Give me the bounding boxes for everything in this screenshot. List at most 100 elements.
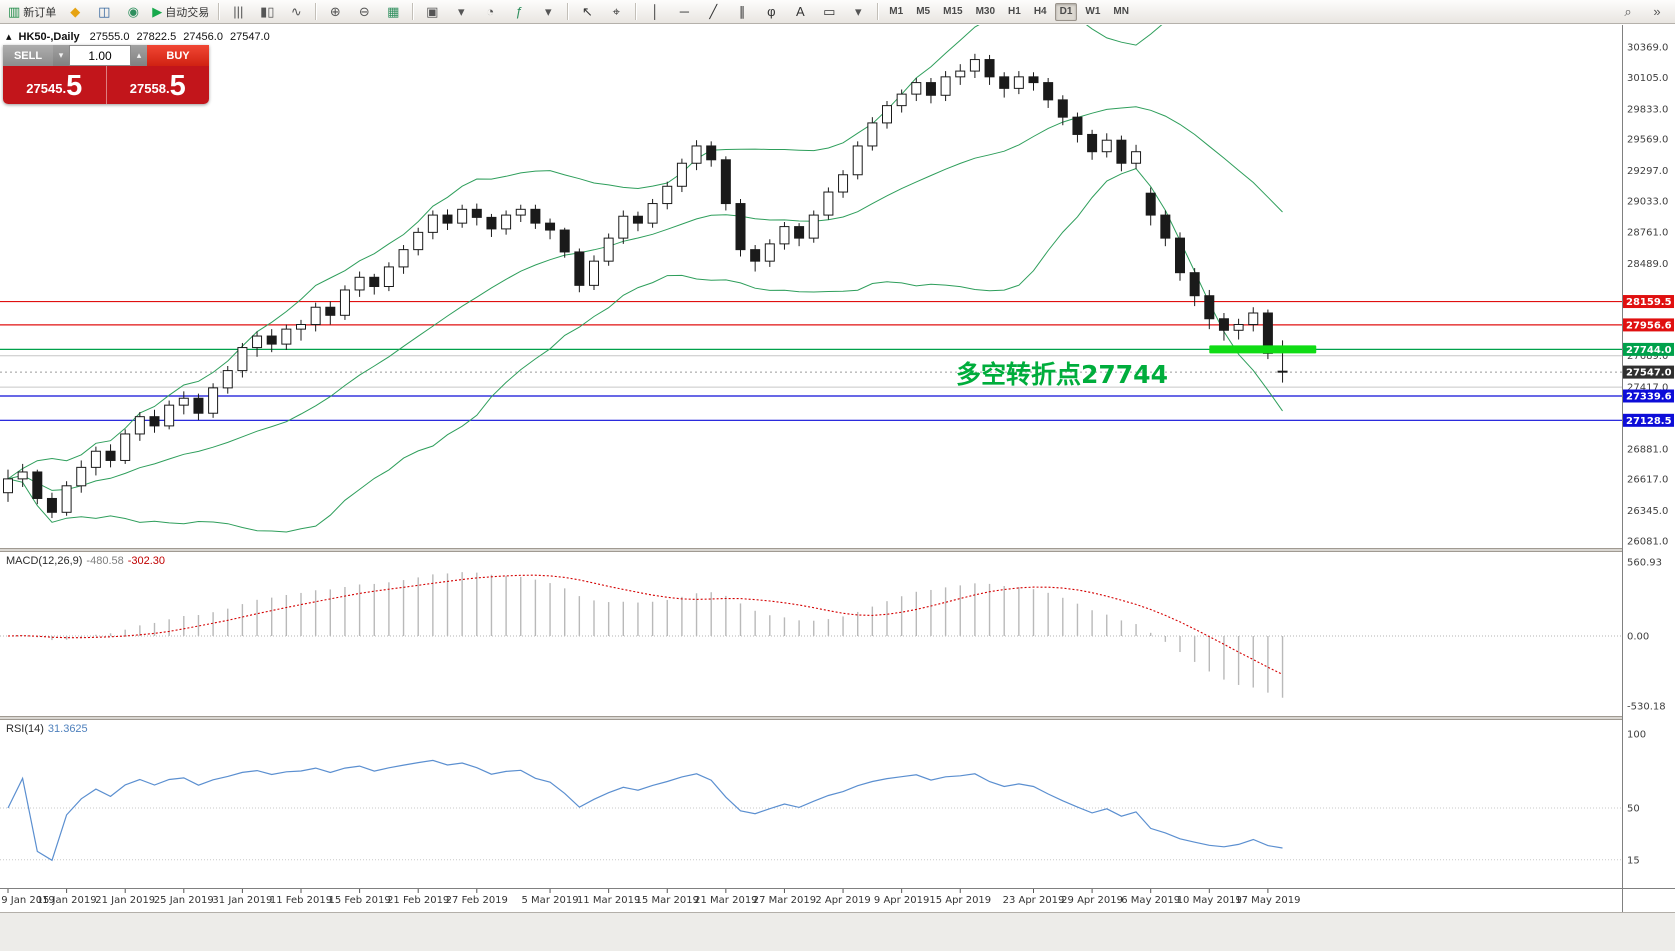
symbol-info-bar: ▴ HK50-,Daily 27555.0 27822.5 27456.0 27547.0 (6, 30, 277, 43)
timeframe-w1-button[interactable]: W1 (1085, 6, 1101, 17)
buy-price[interactable]: 27558. 5 (105, 66, 210, 104)
horizontal-line-icon[interactable]: ─ (670, 1, 698, 23)
toolbar-overflow-icon[interactable]: » (1643, 1, 1671, 23)
data-window-icon: ◉ (127, 4, 139, 19)
clock-icon[interactable]: ◔ (476, 1, 504, 23)
ohlc-close: 27547.0 (229, 31, 270, 43)
data-window-icon[interactable]: ◉ (119, 1, 147, 23)
price-tag-label: 27956.6 (1626, 320, 1672, 331)
date-axis-label: 27 Mar 2019 (753, 895, 816, 906)
zoom-out-icon: ⊖ (358, 4, 370, 19)
channel-icon[interactable]: ∥ (728, 1, 756, 23)
price-axis-label: 26081.0 (1627, 536, 1668, 547)
toolbar-separator (218, 3, 220, 20)
volume-decrease-button[interactable]: ▾ (53, 45, 69, 66)
macd-scale-label: 0.00 (1627, 632, 1649, 643)
candlestick-chart-icon[interactable]: ▮▯ (253, 1, 281, 23)
crosshair-icon[interactable]: ⌖ (602, 1, 630, 23)
line-chart-icon: ∿ (290, 4, 302, 19)
toolbar-separator (877, 3, 879, 20)
sell-button[interactable]: SELL (3, 45, 53, 66)
timeframe-h1-button[interactable]: H1 (1008, 6, 1021, 17)
crosshair-icon: ⌖ (612, 4, 620, 19)
indicators-icon[interactable]: ƒ (505, 1, 533, 23)
text-icon: A (795, 4, 805, 19)
shapes-dropdown-icon: ▾ (855, 4, 862, 19)
macd-scale-label: -530.18 (1627, 701, 1666, 712)
date-axis-label: 29 Apr 2019 (1061, 895, 1123, 906)
date-axis-label: 25 Jan 2019 (154, 895, 214, 906)
price-tag (1623, 389, 1674, 403)
date-axis-label: 21 Feb 2019 (387, 895, 449, 906)
cursor-icon: ↖ (581, 4, 593, 19)
trendline-icon: ╱ (709, 4, 718, 19)
ohlc-high: 27822.5 (136, 31, 177, 43)
bar-chart-icon: ||| (233, 4, 244, 19)
new-chart-icon: ▣ (426, 4, 439, 19)
tile-windows-icon[interactable]: ▦ (379, 1, 407, 23)
timeframe-mn-button[interactable]: MN (1113, 6, 1129, 17)
toolbar-overflow-icon: » (1653, 4, 1661, 19)
bar-chart-icon[interactable]: ||| (224, 1, 252, 23)
line-chart-icon[interactable]: ∿ (282, 1, 310, 23)
timeframe-m1-button[interactable]: M1 (889, 6, 904, 17)
clock-icon: ◔ (486, 4, 495, 19)
search-icon[interactable]: ⌕ (1614, 1, 1642, 23)
toolbar: ▥ 新订单 ◆ ◫ ◉ ▶ 自动交易 ||| ▮▯ ∿ ⊕ ⊖ ▦ ▣ ▾ ◔ ƒ ▾ ↖ ⌖ │ ─ ╱ ∥ φ A ▭ ▾ M1 M5… (0, 0, 1675, 24)
volume-increase-button[interactable]: ▴ (131, 45, 147, 66)
indicators-icon: ƒ (515, 4, 523, 19)
indicators-dropdown[interactable]: ▾ (534, 1, 562, 23)
volume-input[interactable]: 1.00 (69, 45, 131, 66)
price-axis-label: 26881.0 (1627, 444, 1668, 455)
toolbar-separator (635, 3, 637, 20)
sell-price-head: 27545. (26, 81, 67, 96)
trendline-icon[interactable]: ╱ (699, 1, 727, 23)
market-watch-icon: ◫ (98, 4, 111, 19)
favorites-icon[interactable]: ◆ (61, 1, 89, 23)
zoom-in-icon[interactable]: ⊕ (321, 1, 349, 23)
buy-price-big-digit: 5 (169, 70, 186, 102)
timeframe-h4-button[interactable]: H4 (1033, 6, 1047, 17)
chart-list-dropdown[interactable]: ▾ (447, 1, 475, 23)
timeframe-m15-button[interactable]: M15 (943, 6, 963, 17)
rsi-scale-label: 100 (1627, 730, 1646, 741)
buy-price-head: 27558. (129, 81, 170, 96)
rsi-value: 31.3625 (47, 723, 88, 735)
rsi-scale-label: 15 (1627, 855, 1640, 866)
zoom-out-icon[interactable]: ⊖ (350, 1, 378, 23)
chart-list-dropdown-icon: ▾ (458, 4, 465, 19)
buy-button[interactable]: BUY (147, 45, 209, 66)
vertical-line-icon[interactable]: │ (641, 1, 669, 23)
new-order-button[interactable]: ▥ 新订单 (4, 1, 60, 23)
cursor-icon[interactable]: ↖ (573, 1, 601, 23)
timeframe-d1-button[interactable]: D1 (1054, 2, 1078, 21)
price-tag-label: 28159.5 (1626, 297, 1672, 308)
price-axis-label: 27417.0 (1627, 383, 1668, 394)
auto-trading-button[interactable]: ▶ 自动交易 (148, 1, 213, 23)
trade-panel-controls: SELL ▾ 1.00 ▴ BUY (3, 45, 209, 66)
text-icon[interactable]: A (786, 1, 814, 23)
price-tag-label: 27128.5 (1626, 416, 1672, 427)
auto-trading-button-icon: ▶ (152, 4, 163, 19)
price-tag (1623, 413, 1674, 427)
market-watch-icon[interactable]: ◫ (90, 1, 118, 23)
candlestick-chart-icon: ▮▯ (260, 4, 275, 19)
timeframe-m30-button[interactable]: M30 (975, 6, 996, 17)
macd-signal-value: -302.30 (127, 555, 166, 567)
new-chart-icon[interactable]: ▣ (418, 1, 446, 23)
date-axis-label: 15 Apr 2019 (929, 895, 991, 906)
arrow-label-icon[interactable]: ▭ (815, 1, 843, 23)
price-axis-label: 28761.0 (1627, 228, 1668, 239)
fibonacci-icon[interactable]: φ (757, 1, 785, 23)
pivot-highlight-bar (1209, 345, 1317, 354)
date-axis-label: 31 Jan 2019 (212, 895, 272, 906)
symbol-marker-icon: ▴ (6, 31, 12, 43)
timeframe-m5-button[interactable]: M5 (916, 6, 931, 17)
trade-panel-quotes: 27545. 5 27558. 5 (3, 66, 209, 104)
ohlc-low: 27456.0 (183, 31, 223, 43)
sell-price[interactable]: 27545. 5 (3, 66, 106, 104)
horizontal-line-icon: ─ (679, 4, 689, 19)
shapes-dropdown[interactable]: ▾ (844, 1, 872, 23)
